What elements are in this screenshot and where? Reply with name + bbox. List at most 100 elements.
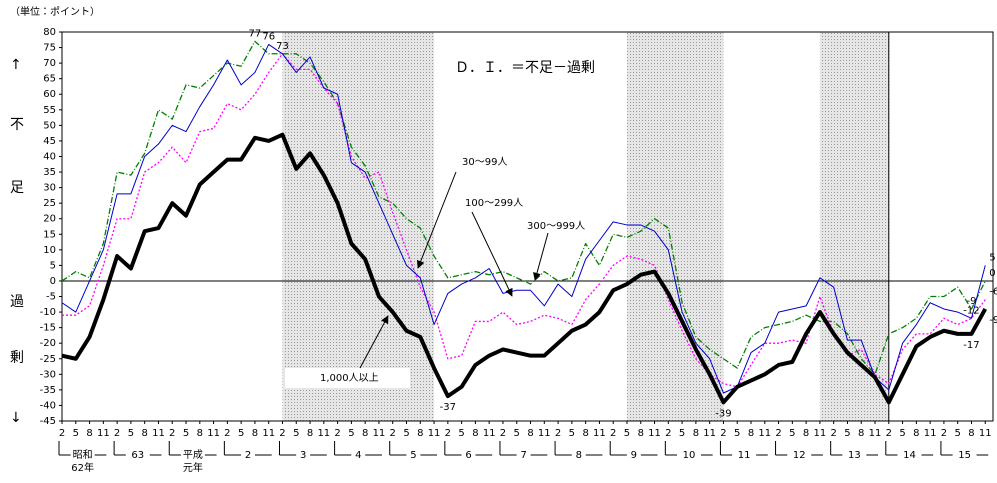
year-label: 2 [245,450,251,461]
y-tick-label: 75 [43,43,56,54]
legend-label: 300～999人 [527,221,585,232]
x-tick-label: 11 [373,428,386,439]
x-tick-label: 11 [648,428,661,439]
legend-arrow [416,171,457,269]
year-label: 7 [520,450,526,461]
x-tick-label: 5 [73,428,79,439]
year-label: 6 [465,450,471,461]
y-axis-label: 過 [10,294,24,310]
shaded-period [626,32,724,421]
year-label: 63 [131,450,144,461]
x-tick-label: 5 [514,428,520,439]
y-tick-label: 30 [43,183,56,194]
x-tick-label: 5 [899,428,905,439]
y-tick-label: -20 [40,338,56,349]
y-tick-label: 5 [50,260,56,271]
x-tick-label: 11 [593,428,606,439]
x-tick-label: 8 [582,428,588,439]
series-line [62,53,986,388]
shaded-period [282,32,435,421]
legend-arrow [359,315,389,369]
x-tick-label: 5 [183,428,189,439]
x-tick-label: 8 [417,428,423,439]
x-tick-label: 2 [775,428,781,439]
year-label: 8 [576,450,582,461]
y-tick-label: 70 [43,58,56,69]
x-tick-label: 2 [59,428,65,439]
y-tick-label: 25 [43,198,56,209]
x-tick-label: 2 [279,428,285,439]
x-tick-label: 11 [262,428,275,439]
x-tick-label: 11 [152,428,165,439]
x-tick-label: 11 [207,428,220,439]
y-tick-label: -45 [40,416,56,427]
x-tick-label: 5 [789,428,795,439]
shaded-period [819,32,889,421]
x-tick-label: 8 [86,428,92,439]
x-tick-label: 2 [610,428,616,439]
y-tick-label: 60 [43,89,56,100]
value-label: -9 [966,296,976,307]
x-tick-label: 2 [500,428,506,439]
year-label: 62年 [71,461,94,474]
y-axis-label: 足 [10,180,24,196]
x-tick-label: 5 [403,428,409,439]
x-tick-label: 11 [814,428,827,439]
x-tick-label: 2 [224,428,230,439]
year-label: 11 [738,450,751,461]
value-label: 76 [262,31,275,42]
x-tick-label: 2 [886,428,892,439]
x-tick-label: 2 [334,428,340,439]
unit-label: （単位：ポイント） [10,5,100,18]
y-tick-label: -10 [40,307,56,318]
x-tick-label: 2 [114,428,120,439]
y-axis-label: ↑ [10,57,22,73]
value-label: 77 [249,28,262,39]
y-tick-label: -40 [40,400,56,411]
y-tick-label: 55 [43,105,56,116]
y-axis-label: 不 [10,117,24,133]
plot-frame [61,31,994,422]
y-tick-label: 50 [43,120,56,131]
legend-arrow [471,211,513,297]
x-tick-label: 5 [844,428,850,439]
x-tick-label: 8 [527,428,533,439]
x-tick-label: 8 [968,428,974,439]
x-tick-label: 2 [445,428,451,439]
y-tick-label: -5 [46,292,56,303]
series-line [61,132,988,405]
x-tick-label: 8 [858,428,864,439]
x-tick-label: 5 [624,428,630,439]
x-tick-label: 2 [720,428,726,439]
y-tick-label: 10 [43,245,56,256]
y-axis-label: ↓ [10,410,22,426]
legend-label: 1,000人以上 [320,372,379,384]
x-tick-label: 11 [538,428,551,439]
x-tick-label: 5 [128,428,134,439]
chart-title: Ｄ．Ｉ．＝不足－過剰 [455,60,595,76]
y-tick-label: 65 [43,74,56,85]
y-tick-label: 20 [43,214,56,225]
y-tick-label: 35 [43,167,56,178]
x-tick-label: 8 [638,428,644,439]
year-label: 昭和 [73,449,93,461]
y-tick-label: 40 [43,151,56,162]
series-line [61,40,986,375]
x-tick-label: 2 [555,428,561,439]
x-tick-label: 11 [924,428,937,439]
x-tick-label: 2 [665,428,671,439]
x-tick-label: 11 [979,428,992,439]
y-tick-label: -15 [40,323,56,334]
x-tick-label: 8 [693,428,699,439]
y-tick-label: 0 [50,276,56,287]
x-tick-label: 8 [748,428,754,439]
value-label: -37 [440,402,456,413]
x-tick-label: 11 [869,428,882,439]
y-tick-label: 45 [43,136,56,147]
x-tick-label: 8 [252,428,258,439]
y-tick-label: -25 [40,354,56,365]
x-tick-label: 5 [679,428,685,439]
series-line [61,43,986,394]
value-label: -9 [989,315,997,326]
